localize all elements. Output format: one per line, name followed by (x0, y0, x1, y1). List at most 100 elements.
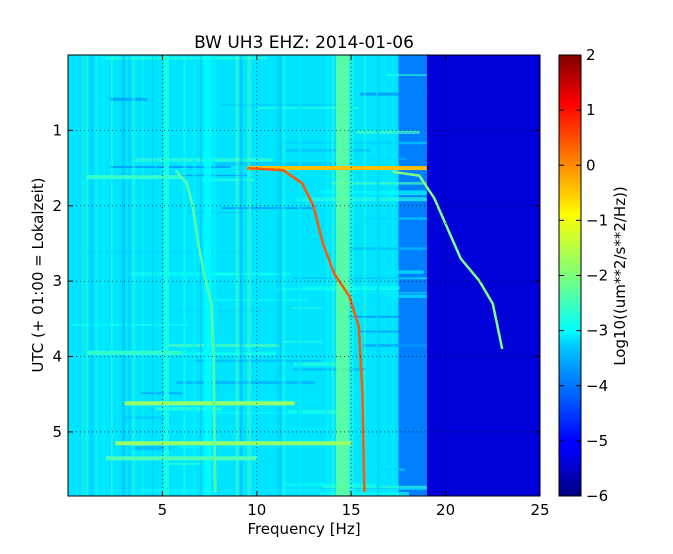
x-axis: 5 10 15 20 25 (158, 55, 550, 519)
texture-stripe (110, 166, 231, 168)
texture-column (242, 55, 245, 496)
y-tick-label: 4 (52, 348, 62, 366)
texture-column (247, 55, 252, 496)
gliding-tone-2 (392, 170, 504, 350)
texture-column (95, 55, 98, 496)
x-tick-label: 25 (530, 501, 549, 519)
texture-stripe (202, 178, 254, 182)
texture-stripe (123, 351, 276, 356)
texture-column (326, 55, 329, 496)
y-axis: 1 2 3 4 5 (52, 121, 540, 441)
y-tick-label: 3 (52, 272, 62, 290)
texture-column (142, 55, 144, 496)
chart-title: BW UH3 EHZ: 2014-01-06 (194, 33, 414, 53)
texture-stripe (119, 76, 268, 79)
texture-stripe (208, 411, 324, 414)
texture-stripe (213, 162, 354, 166)
grid (68, 55, 540, 496)
colorbar-ticks: −6 −5 −4 −3 −2 −1 0 1 2 (559, 46, 608, 505)
texture-stripe (293, 277, 421, 279)
texture-stripe (292, 428, 329, 430)
texture-stripe (196, 359, 321, 362)
texture-stripe (218, 104, 349, 106)
texture-stripe (360, 92, 427, 96)
texture-stripe (282, 340, 323, 343)
colorbar-tick-label: −6 (586, 487, 608, 505)
texture-column (85, 55, 89, 496)
texture-stripe (301, 286, 400, 290)
texture-stripe (178, 309, 264, 313)
gliding-tone-0 (174, 169, 217, 493)
colorbar-tick-label: 1 (586, 101, 596, 119)
texture-column (131, 55, 136, 496)
texture-stripe (319, 190, 427, 194)
texture-stripe (110, 97, 148, 102)
x-tick-label: 15 (342, 501, 361, 519)
texture-stripe (165, 343, 281, 347)
texture-stripe (176, 381, 316, 384)
texture-stripe (288, 409, 350, 414)
tremor-line-2 (203, 55, 212, 496)
texture-column (184, 55, 186, 496)
texture-stripe (293, 368, 366, 371)
texture-stripe (227, 349, 383, 351)
texture-stripe (358, 330, 406, 333)
colorbar-tick-label: 2 (586, 46, 596, 64)
texture-stripe (256, 106, 359, 110)
texture-stripe (319, 491, 409, 496)
texture-stripe (212, 299, 309, 302)
texture-column (239, 55, 243, 496)
texture-column (280, 55, 282, 496)
texture-stripe (293, 362, 343, 366)
x-tick-label: 10 (247, 501, 266, 519)
texture-column (300, 55, 302, 496)
texture-column (192, 55, 197, 496)
tremor-line-0 (336, 55, 350, 496)
burst-5 (86, 175, 182, 180)
burst-1 (124, 401, 295, 406)
texture-stripe (283, 141, 427, 145)
background-band-2 (426, 55, 540, 496)
colorbar-tick-label: −2 (586, 267, 608, 285)
plot-frame (67, 54, 541, 497)
texture-stripe (154, 407, 223, 411)
burst-0 (247, 166, 427, 171)
texture-column (212, 55, 216, 496)
background-band-1 (398, 55, 427, 496)
texture-stripe (290, 307, 323, 309)
texture-column (111, 55, 113, 496)
texture-stripe (178, 446, 199, 449)
texture-column (363, 55, 366, 496)
tremor-line-1 (164, 55, 170, 496)
texture-stripe (129, 272, 234, 276)
texture-stripe (216, 272, 291, 276)
burst-4 (86, 350, 182, 355)
texture-stripe (340, 292, 427, 294)
texture-stripe (72, 323, 189, 327)
texture-stripe (379, 294, 427, 299)
texture-stripe (123, 416, 167, 419)
texture-stripe (202, 231, 364, 233)
texture-stripe (221, 207, 316, 210)
texture-stripe (295, 197, 427, 202)
texture-stripe (188, 211, 245, 214)
texture-stripe (132, 446, 171, 450)
texture-stripe (362, 344, 427, 347)
x-tick-label: 20 (436, 501, 455, 519)
texture-stripe (285, 148, 371, 152)
texture-column (82, 55, 84, 496)
colorbar-tick-label: −1 (586, 211, 608, 229)
texture-column (296, 55, 300, 496)
gliding-tone-1 (247, 166, 366, 493)
y-tick-label: 1 (52, 121, 62, 139)
texture-stripe (320, 487, 427, 490)
texture-column (331, 55, 335, 496)
texture-column (235, 55, 239, 496)
texture-column (200, 55, 202, 496)
texture-column (154, 55, 157, 496)
texture-stripe (381, 468, 405, 471)
texture-stripe (348, 247, 427, 250)
texture-column (101, 55, 106, 496)
texture-stripe (284, 483, 376, 486)
